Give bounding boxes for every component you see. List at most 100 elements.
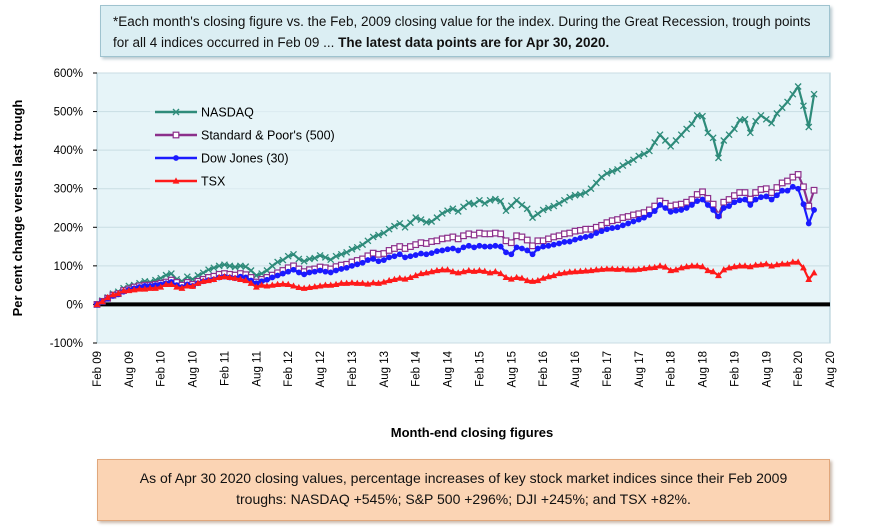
nasdaq-point [306, 255, 313, 263]
nasdaq-point [560, 196, 568, 204]
dji-point [534, 245, 541, 252]
nasdaq-point [226, 262, 234, 270]
dji-point [391, 253, 398, 260]
nasdaq-point [550, 202, 558, 210]
x-stroke [683, 125, 691, 133]
nasdaq-point [672, 137, 680, 144]
nasdaq-point [603, 169, 611, 177]
tsx-point [417, 269, 425, 277]
nasdaq-point [284, 252, 292, 260]
nasdaq-point [221, 261, 228, 269]
nasdaq-point [390, 222, 398, 230]
nasdaq-point [380, 229, 388, 237]
dji-point [439, 247, 446, 254]
y-tick-label: 400% [54, 145, 83, 157]
tsx-point [800, 264, 807, 271]
nasdaq-point [592, 179, 600, 187]
x-stroke [242, 263, 250, 271]
tsx-point [167, 280, 175, 287]
x-stroke [470, 200, 478, 208]
x-stroke [640, 150, 648, 158]
x-stroke [460, 203, 467, 211]
nasdaq-point [752, 117, 760, 125]
nasdaq-point [667, 142, 675, 150]
tsx-point [507, 275, 515, 282]
nasdaq-point [730, 125, 738, 133]
tsx-point [571, 268, 579, 275]
top-note-bold: The latest data points are for Apr 30, 2… [338, 35, 610, 50]
tsx-point [258, 281, 266, 288]
nasdaq-point [444, 207, 452, 215]
tsx-point [672, 266, 680, 273]
tsx-point [162, 280, 170, 287]
tsx-point [486, 269, 494, 276]
nasdaq-point [582, 189, 590, 197]
dji-point [731, 199, 738, 206]
dji-point [742, 196, 748, 203]
nasdaq-point [810, 90, 818, 98]
dji-point [768, 196, 775, 203]
tsx-point [433, 266, 441, 274]
tsx-point [274, 280, 281, 287]
tsx-point [497, 269, 505, 277]
dji-point [673, 207, 679, 214]
nasdaq-point [231, 263, 239, 271]
tsx-point [529, 277, 536, 284]
x-stroke [645, 147, 653, 155]
nasdaq-point [406, 219, 414, 227]
nasdaq-point [205, 266, 213, 274]
nasdaq-point [375, 231, 382, 239]
nasdaq-point [279, 256, 287, 264]
tsx-point [252, 283, 260, 290]
sp500-point [773, 184, 781, 191]
tsx-point [725, 264, 733, 271]
y-axis-title: Per cent change versus last trough [10, 100, 25, 317]
dji-point [497, 243, 504, 250]
x-stroke [465, 199, 473, 207]
tsx-point [539, 274, 547, 281]
nasdaq-point [661, 137, 669, 144]
x-stroke [507, 202, 515, 210]
tsx-point [555, 269, 563, 277]
x-stroke [390, 222, 398, 230]
tsx-point [369, 279, 377, 286]
x-stroke [444, 207, 452, 215]
nasdaq-point [236, 262, 244, 270]
tsx-point [152, 284, 159, 291]
nasdaq-point [332, 252, 340, 260]
nasdaq-point [656, 131, 664, 139]
sp500-point [529, 242, 536, 250]
x-tick-label: Feb 15 [474, 351, 486, 387]
x-stroke [624, 159, 632, 166]
dji-point [327, 269, 334, 276]
dji-point [407, 253, 414, 260]
dji-point [465, 242, 472, 249]
bottom-note: As of Apr 30 2020 closing values, percen… [97, 459, 830, 521]
x-stroke [385, 225, 393, 233]
x-stroke [555, 199, 563, 207]
nasdaq-point [321, 253, 329, 261]
nasdaq-point [428, 218, 436, 225]
series-nasdaq [93, 83, 818, 308]
x-tick-label: Aug 15 [506, 351, 518, 387]
dji-point [418, 250, 424, 257]
nasdaq-point [539, 206, 547, 214]
tsx-point [146, 284, 154, 291]
x-tick-label: Aug 16 [570, 351, 582, 387]
nasdaq-point [534, 210, 542, 218]
tsx-point [125, 286, 133, 294]
dji-point [412, 252, 419, 258]
dji-point [396, 251, 403, 258]
dji-point [354, 261, 361, 268]
nasdaq-point [523, 205, 531, 213]
x-stroke [491, 195, 499, 203]
tsx-point [592, 266, 600, 273]
legend-swatch-marker [172, 177, 180, 184]
tsx-point [412, 271, 420, 279]
x-stroke [550, 202, 558, 210]
x-stroke [215, 262, 223, 270]
x-tick-label: Aug 19 [761, 351, 773, 387]
dji-point [343, 264, 350, 271]
x-stroke [672, 137, 680, 144]
nasdaq-point [741, 115, 749, 123]
